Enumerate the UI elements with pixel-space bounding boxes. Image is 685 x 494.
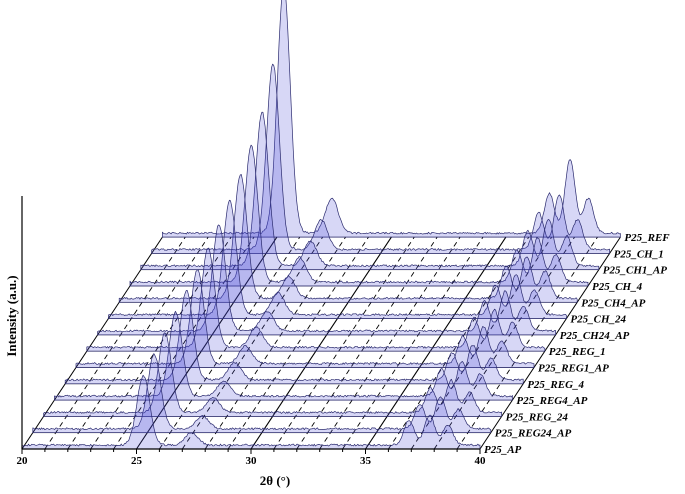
x-tick-label: 30: [246, 455, 258, 467]
series-label: P25_REF: [624, 232, 670, 244]
series-label: P25_CH24_AP: [560, 330, 630, 342]
series-trace: [129, 144, 589, 287]
series-label: P25_REG24_AP: [495, 428, 572, 440]
grid-line-minor: [90, 236, 232, 450]
series-label: P25_CH1_AP: [603, 265, 667, 277]
grid-line-minor: [296, 236, 438, 450]
series-trace: [21, 374, 481, 450]
grid-line-minor: [204, 236, 346, 450]
series-trace: [54, 310, 513, 401]
grid-line-minor: [181, 236, 324, 450]
series-trace: [108, 199, 567, 319]
series-trace: [162, 0, 621, 238]
grid-line-minor: [456, 236, 598, 450]
floor-edge-left: [21, 236, 163, 450]
grid-line-minor: [433, 236, 575, 450]
grid-line-minor: [113, 236, 255, 450]
series-label: P25_REG_24: [506, 411, 569, 423]
series-trace: [97, 224, 556, 336]
grid-line-major: [250, 236, 392, 450]
grid-line-minor: [159, 236, 301, 450]
series-label: P25_REG4_AP: [516, 395, 587, 407]
grid-line-minor: [273, 236, 415, 450]
grid-line-minor: [319, 236, 461, 450]
series-label: P25_REG_1: [549, 346, 606, 358]
grid-line-major: [365, 236, 507, 450]
floor-edge-right: [479, 236, 621, 450]
series-label: P25_REG1_AP: [538, 363, 609, 375]
chart-series-labels: P25_REF P25_CH_1 P25_CH1_AP P25_CH_4 P25_CH4…: [484, 232, 670, 456]
series-label: P25_CH4_AP: [581, 297, 645, 309]
series-label: P25_CH_1: [614, 248, 664, 260]
series-trace: [86, 247, 546, 352]
grid-line-minor: [44, 236, 186, 450]
grid-line-major: [136, 236, 278, 450]
series-trace: [118, 174, 578, 303]
series-trace: [32, 353, 492, 434]
grid-line-minor: [227, 236, 369, 450]
series-label: P25_AP: [484, 444, 522, 456]
chart-axes: 20 25 30 35 40: [17, 196, 487, 467]
series-label: P25_CH_24: [570, 314, 626, 326]
series-trace: [140, 111, 600, 271]
x-tick-label: 20: [17, 455, 29, 467]
series-trace: [64, 290, 524, 385]
x-tick-label: 35: [360, 455, 372, 467]
series-trace: [43, 332, 502, 417]
grid-line-minor: [388, 236, 530, 450]
x-tick-label: 40: [475, 455, 487, 467]
chart-series-traces: [21, 0, 621, 450]
series-trace: [75, 269, 535, 368]
x-tick-label: 25: [131, 455, 143, 467]
grid-line-minor: [342, 236, 484, 450]
series-label: P25_CH_4: [592, 281, 643, 293]
series-trace: [151, 63, 610, 254]
series-label: P25_REG_4: [527, 379, 584, 391]
x-axis-title: 2θ (°): [260, 473, 290, 488]
grid-line-minor: [67, 236, 209, 450]
y-axis-title: Intensity (a.u.): [4, 275, 19, 356]
